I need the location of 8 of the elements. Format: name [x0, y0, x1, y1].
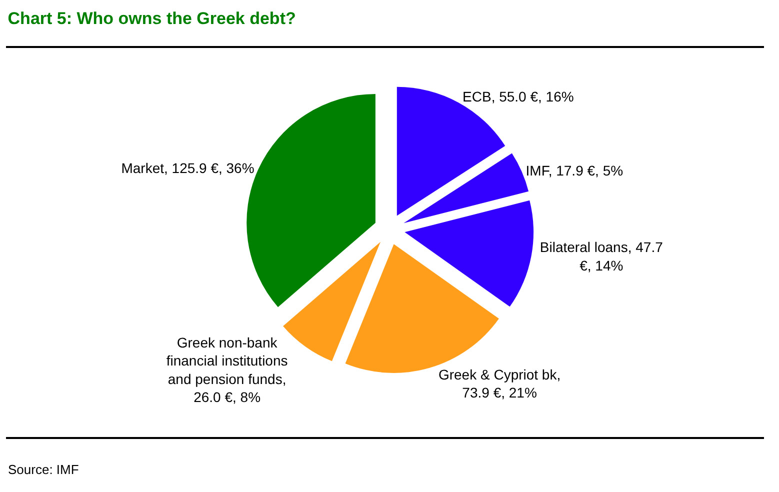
- source-note: Source: IMF: [8, 462, 79, 477]
- slice-label: Market, 125.9 €, 36%: [121, 160, 254, 176]
- slice-label: ECB, 55.0 €, 16%: [462, 88, 574, 104]
- slice-label: Greek & Cypriot bk, 73.9 €, 21%: [438, 366, 561, 401]
- slice-label: Greek non-bank financial institutions and pension funds, 26.0 €, 8%: [166, 334, 288, 406]
- chart-title: Chart 5: Who owns the Greek debt?: [8, 9, 296, 28]
- slice-label: Bilateral loans, 47.7 €, 14%: [540, 239, 664, 274]
- slice-label: IMF, 17.9 €, 5%: [526, 162, 624, 178]
